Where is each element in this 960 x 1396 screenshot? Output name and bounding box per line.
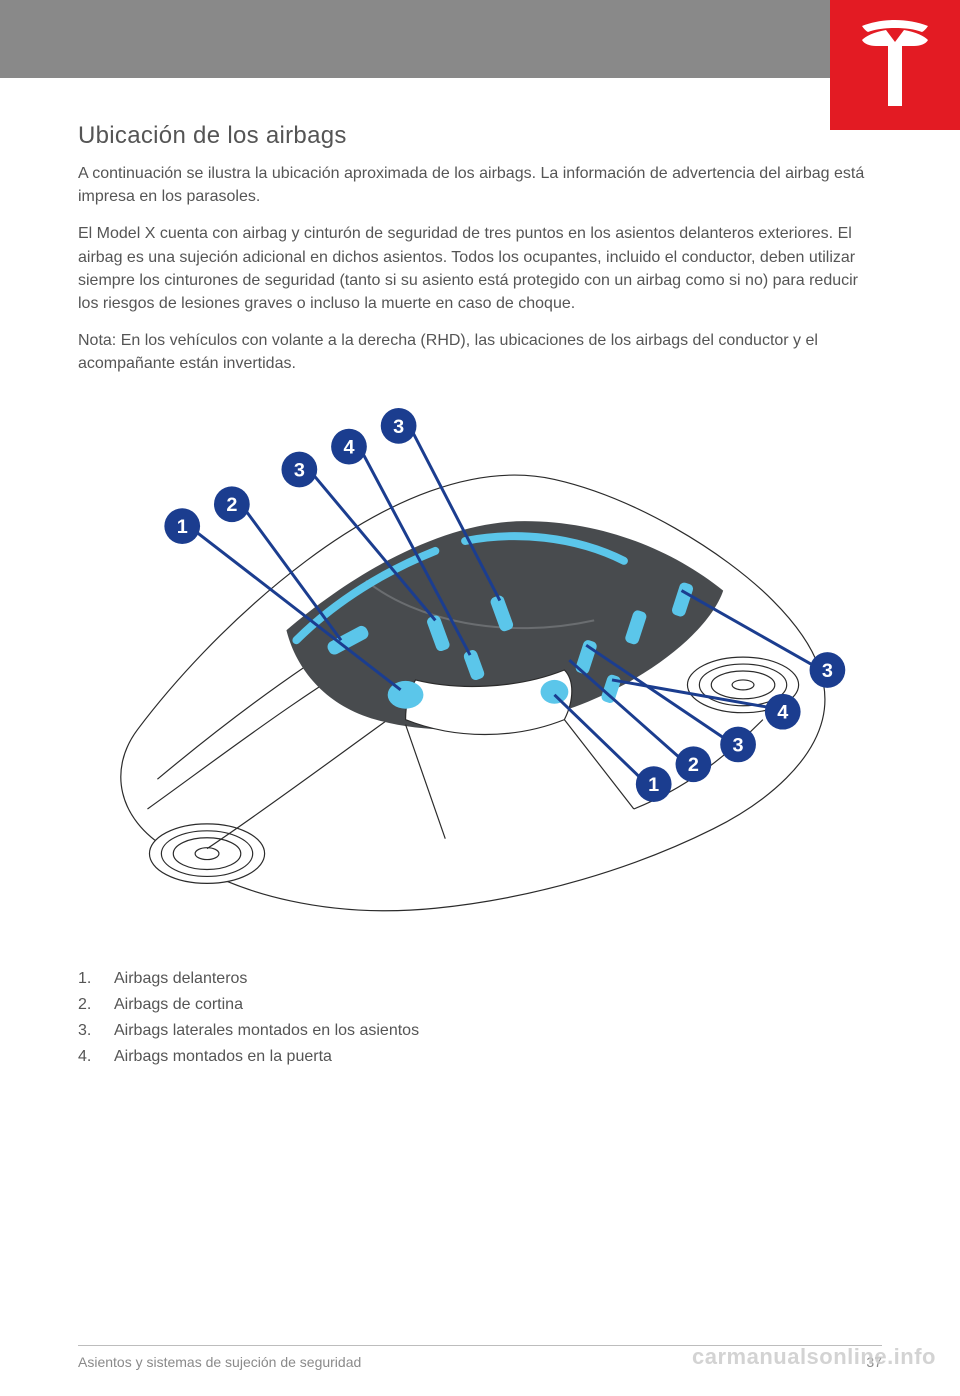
legend-text: Airbags de cortina: [114, 996, 243, 1014]
svg-text:3: 3: [733, 734, 744, 756]
paragraph-2: El Model X cuenta con airbag y cinturón …: [78, 222, 882, 315]
legend-item: 3. Airbags laterales montados en los asi…: [78, 1022, 882, 1040]
section-title: Ubicación de los airbags: [78, 122, 882, 150]
svg-text:2: 2: [226, 494, 237, 516]
legend-item: 2. Airbags de cortina: [78, 996, 882, 1014]
watermark: carmanualsonline.info: [692, 1344, 936, 1370]
legend-text: Airbags delanteros: [114, 970, 247, 988]
paragraph-1: A continuación se ilustra la ubicación a…: [78, 162, 882, 208]
svg-text:1: 1: [648, 774, 659, 796]
svg-text:2: 2: [688, 754, 699, 776]
svg-text:3: 3: [822, 659, 833, 681]
legend-text: Airbags laterales montados en los asient…: [114, 1022, 419, 1040]
svg-text:4: 4: [343, 436, 354, 458]
diagram-container: 1 2 3 4 3 1 2 3 4 3: [78, 390, 882, 950]
svg-text:1: 1: [177, 516, 188, 538]
tesla-logo-icon: [858, 20, 932, 110]
legend-item: 4. Airbags montados en la puerta: [78, 1048, 882, 1066]
paragraph-3: Nota: En los vehículos con volante a la …: [78, 329, 882, 375]
svg-text:3: 3: [294, 459, 305, 481]
page-content: Ubicación de los airbags A continuación …: [0, 78, 960, 1066]
svg-text:4: 4: [777, 701, 788, 723]
legend-text: Airbags montados en la puerta: [114, 1048, 332, 1066]
legend-num: 2.: [78, 996, 114, 1014]
legend-num: 4.: [78, 1048, 114, 1066]
legend-item: 1. Airbags delanteros: [78, 970, 882, 988]
page-header: Airbags: [0, 0, 960, 78]
legend-num: 3.: [78, 1022, 114, 1040]
airbag-diagram: 1 2 3 4 3 1 2 3 4 3: [78, 390, 882, 950]
tesla-logo: [830, 0, 960, 130]
legend-num: 1.: [78, 970, 114, 988]
footer-section: Asientos y sistemas de sujeción de segur…: [78, 1354, 361, 1370]
legend-list: 1. Airbags delanteros 2. Airbags de cort…: [78, 970, 882, 1066]
svg-text:3: 3: [393, 415, 404, 437]
